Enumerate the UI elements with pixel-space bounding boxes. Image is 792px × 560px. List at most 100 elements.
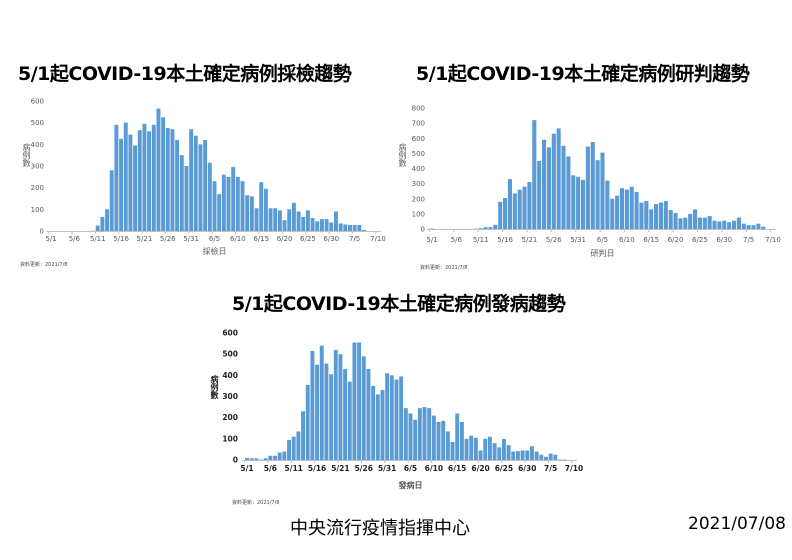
x-tick-label: 5/1: [426, 236, 437, 244]
bar: [338, 223, 343, 231]
bar: [100, 216, 105, 231]
y-tick-label: 300: [31, 163, 44, 171]
x-axis-title: 採檢日: [203, 246, 227, 256]
bar: [128, 134, 133, 231]
bar: [532, 120, 537, 229]
bar: [544, 456, 548, 460]
bar: [683, 217, 688, 229]
bar: [722, 220, 727, 229]
x-axis-title: 研判日: [591, 248, 615, 258]
bar: [296, 211, 301, 231]
x-tick-label: 5/31: [570, 236, 586, 244]
bar: [343, 368, 348, 460]
bar: [413, 419, 418, 460]
bar: [450, 442, 455, 460]
bar: [123, 122, 128, 231]
bar: [761, 226, 766, 229]
bar: [634, 191, 639, 229]
bar: [511, 451, 516, 460]
bar: [464, 438, 469, 460]
bar: [385, 373, 390, 460]
bar: [161, 117, 166, 231]
x-tick-label: 5/31: [378, 464, 396, 473]
bar: [352, 342, 357, 460]
bar: [105, 209, 110, 231]
bar: [371, 385, 376, 460]
bar: [249, 458, 254, 460]
y-tick-label: 100: [412, 210, 425, 218]
bar: [678, 218, 683, 229]
bar: [417, 408, 422, 460]
y-tick-label: 500: [412, 150, 425, 158]
bar: [151, 124, 156, 231]
bar: [654, 204, 659, 229]
bar: [492, 443, 497, 460]
bar: [399, 376, 404, 460]
bar: [357, 342, 362, 460]
bar: [109, 170, 114, 231]
y-tick-label: 600: [222, 329, 238, 338]
bar: [478, 228, 483, 229]
x-tick-label: 6/30: [323, 235, 339, 243]
bar: [473, 437, 478, 460]
bar: [273, 455, 277, 460]
bar: [193, 135, 198, 231]
bar: [487, 436, 492, 460]
bar: [576, 176, 581, 229]
bar: [566, 156, 571, 229]
bar: [301, 216, 306, 231]
bar: [498, 201, 503, 229]
bar: [217, 194, 222, 231]
x-tick-label: 6/20: [277, 235, 293, 243]
bar: [507, 179, 512, 229]
y-tick-label: 800: [412, 105, 425, 113]
bar: [436, 421, 441, 460]
bar: [702, 217, 707, 229]
bar: [156, 108, 161, 231]
y-tick-label: 100: [31, 206, 44, 214]
y-tick-label: 400: [412, 165, 425, 173]
y-tick-label: 500: [31, 119, 44, 127]
bar: [375, 394, 380, 460]
bar: [240, 181, 245, 231]
chart-title-diagnosis: 5/1起COVID-19本土確定病例研判趨勢: [416, 63, 750, 85]
x-tick-label: 5/16: [497, 236, 513, 244]
bar: [515, 451, 520, 460]
chart-2: 0 100 200 300 400 500 600 5/1 5/6 5/11 5/16 5/21 5/2…: [222, 329, 583, 507]
y-tick-label: 400: [222, 371, 238, 380]
bar: [469, 435, 474, 460]
y-tick-label: 100: [222, 434, 238, 443]
y-axis-title-sampling: 病例數: [22, 143, 31, 167]
bar: [287, 439, 292, 460]
x-tick-label: 6/10: [619, 236, 635, 244]
bar: [277, 210, 282, 231]
bar: [497, 447, 502, 460]
bar: [165, 128, 170, 231]
bar: [731, 220, 737, 229]
y-tick-label: 500: [222, 350, 238, 359]
bar: [590, 142, 595, 229]
bar: [315, 364, 320, 460]
bar: [333, 349, 338, 460]
bar: [235, 176, 240, 231]
chart-title-sampling: 5/1起COVID-19本土確定病例採檢趨勢: [18, 63, 352, 85]
bar: [506, 445, 511, 460]
bar: [501, 438, 506, 460]
bar: [717, 221, 722, 229]
bar: [203, 140, 208, 231]
bar: [119, 138, 124, 231]
x-tick-label: 5/6: [451, 236, 463, 244]
x-tick-label: 6/15: [643, 236, 659, 244]
bar: [610, 198, 615, 229]
bar: [517, 189, 522, 229]
x-tick-label: 5/26: [160, 235, 176, 243]
bar: [483, 227, 488, 229]
x-tick-label: 5/21: [522, 236, 538, 244]
bar: [459, 421, 464, 460]
bar: [137, 130, 142, 231]
bar: [263, 458, 268, 460]
bar: [746, 225, 751, 229]
update-note: 資料更新：2021/7/8: [20, 261, 67, 268]
bar: [727, 222, 732, 229]
y-tick-label: 300: [222, 392, 238, 401]
